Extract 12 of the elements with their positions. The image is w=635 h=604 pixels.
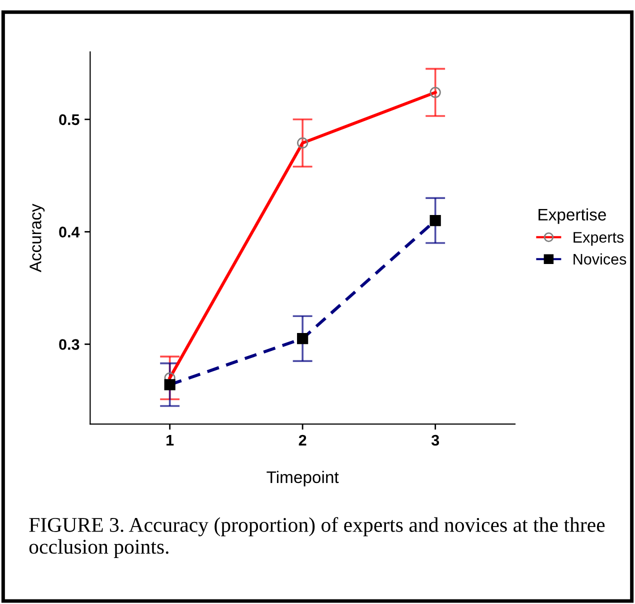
x-axis-title: Timepoint [266,470,339,486]
y-tick-label: 0.3 [59,339,80,350]
x-tick-label: 2 [298,434,306,446]
legend-title: Expertise [538,208,606,224]
y-tick-label: 0.5 [59,114,80,126]
legend-label: Novices [574,253,626,265]
x-tick-label: 3 [431,434,440,446]
y-axis-title: Accuracy [30,204,45,272]
x-tick-label: 1 [166,434,174,446]
legend-label: Experts [574,232,624,246]
y-tick-label: 0.4 [59,226,80,238]
caption: FIGURE 3. Accuracy (proportion) of experts and novices at the three occlusion points. [29,517,605,558]
